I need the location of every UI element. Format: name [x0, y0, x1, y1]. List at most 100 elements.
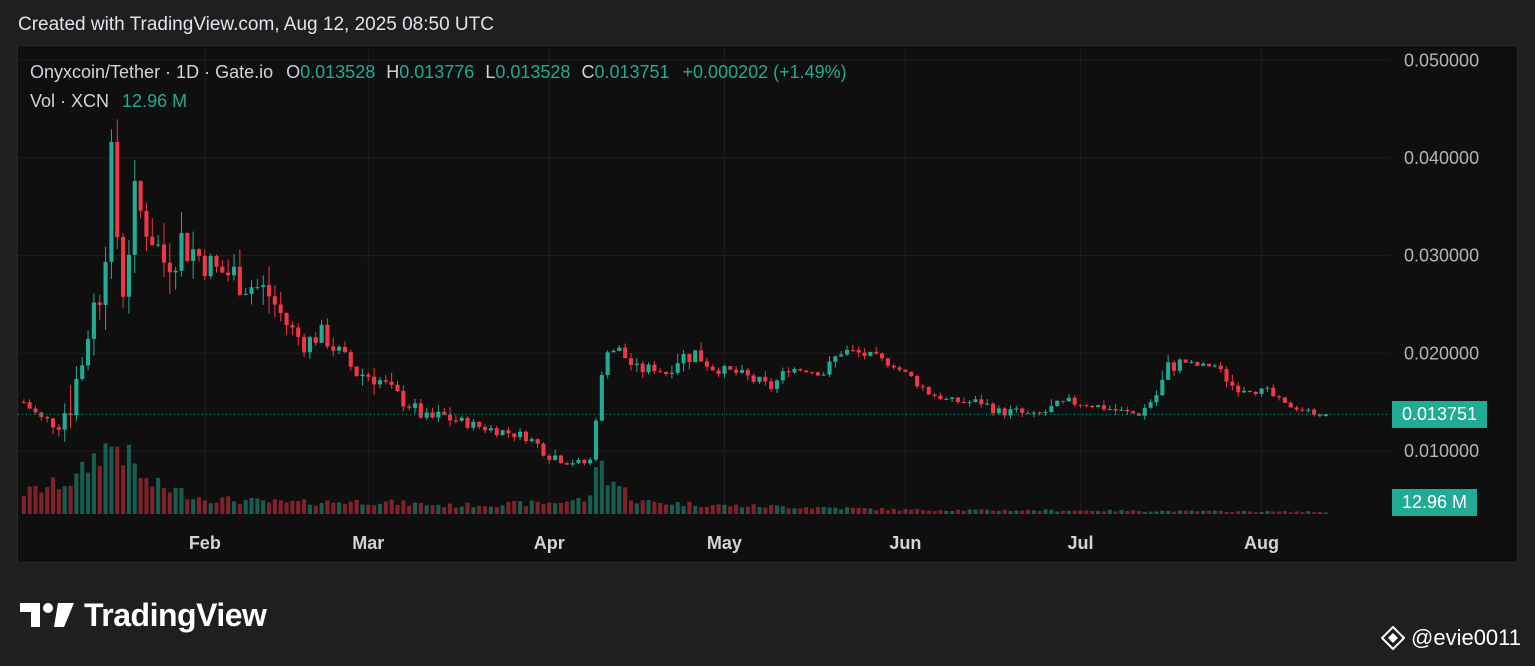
volume-bar	[220, 497, 225, 514]
volume-bar	[973, 509, 978, 514]
candle-body	[646, 364, 651, 373]
candle-body	[897, 367, 902, 370]
candle-body	[1055, 400, 1060, 407]
candle-body	[547, 455, 552, 460]
candle-body	[1037, 412, 1042, 414]
candle-body	[809, 372, 815, 374]
candle-body	[973, 399, 978, 403]
tradingview-logo[interactable]: TradingView	[20, 597, 267, 633]
volume-bar	[786, 508, 791, 514]
volume-bar	[1084, 510, 1089, 514]
candle-body	[535, 439, 540, 444]
candle-body	[1317, 414, 1322, 417]
volume-bar	[144, 478, 149, 514]
candle-body	[1312, 409, 1317, 415]
volume-bar	[27, 486, 32, 514]
candle-body	[518, 431, 523, 438]
candle-body	[938, 395, 943, 400]
volume-label[interactable]: Vol · XCN	[30, 91, 110, 111]
volume-bar	[249, 497, 254, 514]
volume-bar	[1160, 510, 1165, 514]
volume-bar	[307, 504, 312, 514]
volume-bar	[582, 501, 587, 514]
volume-bar	[774, 505, 780, 514]
candle-body	[990, 403, 996, 414]
candle-body	[1294, 407, 1299, 410]
candle-body	[167, 262, 172, 273]
grid-lines	[18, 46, 1390, 514]
candlestick-chart[interactable]: 0.050000 0.040000 0.030000 0.020000 0.010000…	[18, 46, 1519, 564]
volume-bar	[681, 506, 686, 514]
candle-body	[372, 376, 377, 385]
volume-bar	[372, 505, 377, 514]
candle-body	[833, 356, 838, 362]
binance-diamond-icon	[1381, 626, 1405, 650]
symbol-label[interactable]: Onyxcoin/Tether · 1D · Gate.io	[30, 62, 274, 82]
candle-body	[366, 374, 371, 377]
volume-bar	[1136, 511, 1141, 514]
volume-bar	[1265, 511, 1270, 514]
candle-body	[138, 181, 143, 211]
candle-body	[191, 249, 196, 261]
candle-body	[272, 296, 277, 305]
volume-bar	[1131, 510, 1136, 514]
volume-bar	[868, 508, 873, 514]
volume-bar	[1113, 511, 1118, 514]
volume-bar	[278, 500, 283, 514]
candle-body	[553, 455, 558, 460]
volume-bar	[1288, 512, 1293, 514]
volume-bar	[1072, 510, 1077, 514]
volume-bar	[529, 500, 534, 514]
candle-body	[815, 372, 820, 376]
volume-bar	[652, 501, 657, 514]
volume-bar	[833, 507, 838, 514]
candle-body	[1002, 408, 1007, 416]
candle-body	[1230, 381, 1235, 386]
volume-bar	[1247, 511, 1252, 514]
volume-bar	[745, 506, 750, 514]
volume-bar	[471, 507, 476, 514]
candle-body	[278, 304, 283, 314]
volume-bar	[1317, 511, 1322, 514]
chart-panel[interactable]: 0.050000 0.040000 0.030000 0.020000 0.010000…	[17, 45, 1518, 563]
candle-body	[202, 255, 207, 277]
y-tick-label: 0.020000	[1404, 343, 1479, 363]
volume-bar	[173, 487, 178, 514]
candle-body	[50, 418, 56, 428]
candle-body	[1125, 409, 1130, 412]
candle-body	[506, 430, 511, 434]
candle-body	[62, 413, 67, 430]
volume-bar	[944, 510, 949, 514]
candle-body	[307, 337, 312, 353]
volume-bar	[897, 510, 902, 514]
volume-bar	[1300, 512, 1305, 514]
volume-bar	[1090, 511, 1095, 514]
candle-body	[1107, 408, 1112, 410]
volume-bar	[453, 507, 458, 514]
candle-body	[27, 402, 32, 409]
volume-bar	[1259, 511, 1264, 514]
candle-body	[442, 411, 447, 415]
volume-bar	[430, 505, 435, 514]
candle-body	[342, 346, 347, 353]
close-value: 0.013751	[594, 62, 670, 82]
volume-bar	[1189, 510, 1194, 514]
volume-bar	[891, 508, 896, 514]
volume-bar	[628, 500, 634, 514]
volume-bar	[407, 505, 412, 514]
candle-body	[932, 394, 937, 396]
candle-body	[261, 285, 266, 288]
volume-bar	[185, 499, 190, 514]
candle-body	[156, 244, 161, 246]
volume-bar	[231, 501, 237, 514]
volume-bar	[535, 501, 540, 514]
volume-bar	[955, 509, 961, 514]
author-tag[interactable]: @evie0011	[1381, 625, 1521, 651]
volume-bar	[1025, 509, 1031, 514]
volume-bar	[91, 453, 96, 514]
candle-body	[1066, 397, 1071, 402]
volume-bar	[383, 501, 388, 514]
candle-body	[967, 402, 972, 404]
candle-body	[979, 399, 984, 405]
candle-body	[453, 420, 458, 422]
